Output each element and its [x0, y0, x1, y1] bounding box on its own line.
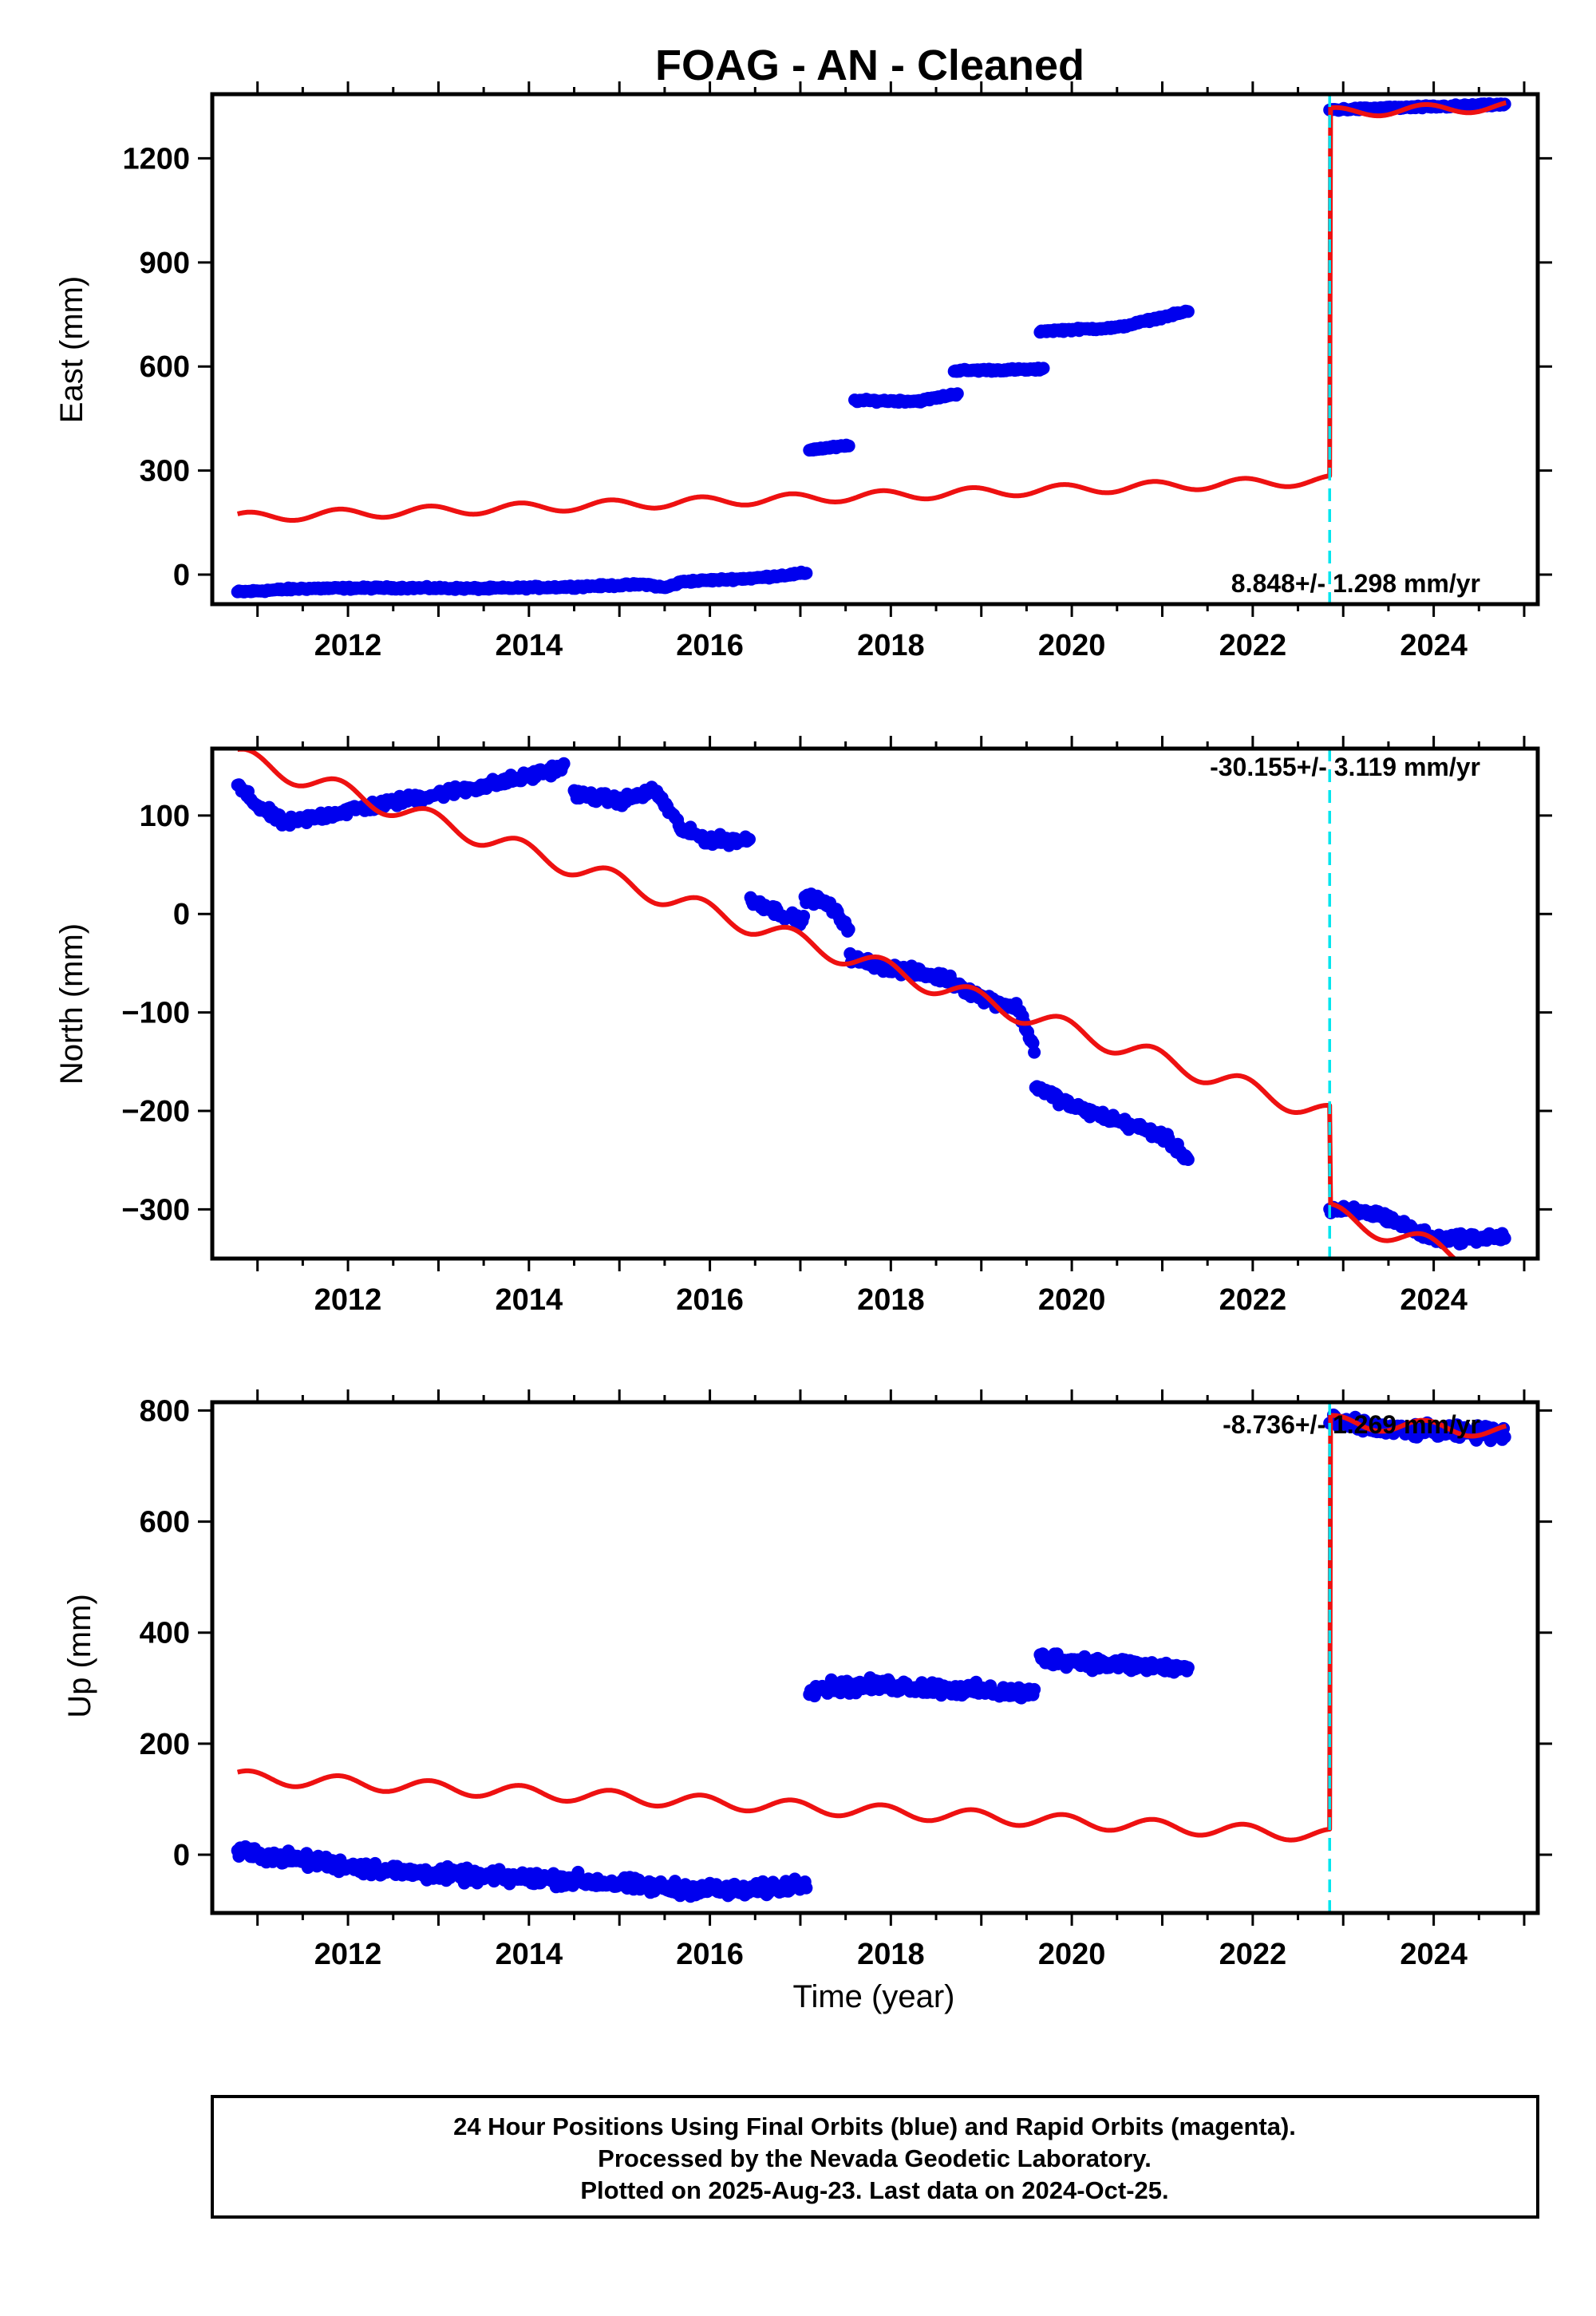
- east-model-line: [235, 100, 1508, 523]
- east-x-tick-label: 2020: [1038, 629, 1106, 662]
- up-model-line: [235, 1413, 1508, 1843]
- north-y-tick-label: −300: [121, 1193, 190, 1227]
- east-y-tick-label: 600: [140, 350, 190, 384]
- north-y-axis-label: North (mm): [54, 923, 89, 1085]
- up-final-point: [1498, 1430, 1511, 1444]
- up-final-point: [1028, 1682, 1041, 1696]
- east-x-tick-label: 2018: [857, 629, 925, 662]
- north-final-segment: [798, 887, 855, 938]
- up-y-tick-label: 0: [173, 1839, 190, 1872]
- up-y-axis-label: Up (mm): [62, 1594, 97, 1718]
- east-y-tick-label: 0: [173, 559, 190, 592]
- north-final-point: [797, 910, 811, 923]
- north-y-tick-label: 100: [140, 800, 190, 833]
- east-final-point: [950, 387, 964, 401]
- north-final-point: [842, 923, 855, 936]
- up-x-tick-label: 2024: [1400, 1938, 1468, 1971]
- east-y-axis-label: East (mm): [54, 276, 89, 423]
- up-y-tick-label: 400: [140, 1617, 190, 1650]
- panel-east: 2012 2014 2016 2018 2020 2022 2024 0 300 600 900 12…: [54, 81, 1552, 662]
- up-final-segment: [1033, 1647, 1195, 1679]
- north-y-tick-label: −100: [121, 997, 190, 1030]
- east-plot-frame: [210, 92, 1540, 607]
- east-rate-label: 8.848+/- 1.298 mm/yr: [1231, 569, 1480, 598]
- east-x-tick-label: 2014: [496, 629, 563, 662]
- up-final-segment: [803, 1671, 1041, 1705]
- east-y-tick-label: 300: [140, 455, 190, 488]
- north-final-point: [1498, 1231, 1511, 1245]
- north-final-point: [1028, 1045, 1041, 1059]
- east-final-segment: [1033, 304, 1195, 339]
- north-final-segment: [231, 757, 571, 832]
- north-y-tick-label: 0: [173, 898, 190, 931]
- up-x-tick-label: 2014: [496, 1938, 563, 1971]
- north-final-segment: [843, 947, 1041, 1059]
- north-final-segment: [1323, 1199, 1511, 1251]
- up-x-tick-label: 2022: [1219, 1938, 1287, 1971]
- panel-up: 2012 2014 2016 2018 2020 2022 2024 0 200 400 600 80…: [62, 1389, 1552, 2014]
- north-x-tick-label: 2014: [496, 1283, 563, 1317]
- east-x-tick-label: 2012: [314, 629, 382, 662]
- up-x-tick-label: 2020: [1038, 1938, 1106, 1971]
- up-final-point: [800, 1881, 813, 1895]
- north-plot-area: 2012 2014 2016 2018 2020 2022 2024 −300 −200 −100…: [121, 736, 1552, 1317]
- chart-title: FOAG - AN - Cleaned: [655, 41, 1084, 89]
- footer-line-1: 24 Hour Positions Using Final Orbits (bl…: [453, 2112, 1296, 2140]
- north-final-segment: [567, 781, 756, 852]
- north-final-point: [557, 757, 571, 770]
- east-x-tick-label: 2024: [1400, 629, 1468, 662]
- north-model-line: [235, 749, 1458, 1259]
- east-final-point: [1037, 362, 1050, 375]
- x-axis-label: Time (year): [793, 1979, 955, 2014]
- up-x-tick-label: 2012: [314, 1938, 382, 1971]
- east-x-tick-label: 2016: [676, 629, 744, 662]
- north-x-tick-label: 2020: [1038, 1283, 1106, 1317]
- footer-frame: [211, 2095, 1539, 2219]
- north-x-tick-label: 2012: [314, 1283, 382, 1317]
- footer-box: 24 Hour Positions Using Final Orbits (bl…: [211, 2095, 1539, 2219]
- east-y-tick-label: 1200: [122, 142, 190, 176]
- east-final-point: [1181, 305, 1195, 318]
- east-final-segment: [803, 438, 855, 457]
- north-x-tick-label: 2024: [1400, 1283, 1468, 1317]
- panel-north: 2012 2014 2016 2018 2020 2022 2024 −300 −200 −100…: [54, 736, 1552, 1317]
- east-x-tick-label: 2022: [1219, 629, 1287, 662]
- up-plot-frame: [210, 1400, 1540, 1915]
- north-x-tick-label: 2018: [857, 1283, 925, 1317]
- up-plot-area: 2012 2014 2016 2018 2020 2022 2024 0 200 400 600 80…: [140, 1389, 1552, 1971]
- footer-line-3: Plotted on 2025-Aug-23. Last data on 202…: [580, 2176, 1168, 2204]
- up-final-segment: [231, 1840, 813, 1903]
- north-plot-frame: [210, 746, 1540, 1261]
- north-x-tick-label: 2016: [676, 1283, 744, 1317]
- footer-line-2: Processed by the Nevada Geodetic Laborat…: [598, 2144, 1152, 2172]
- east-final-point: [800, 567, 813, 580]
- north-final-segment: [1029, 1080, 1195, 1166]
- north-rate-label: -30.155+/- 3.119 mm/yr: [1210, 753, 1480, 781]
- up-y-tick-label: 600: [140, 1506, 190, 1539]
- north-x-tick-label: 2022: [1219, 1283, 1287, 1317]
- up-y-tick-label: 200: [140, 1728, 190, 1761]
- up-x-tick-label: 2018: [857, 1938, 925, 1971]
- up-final-point: [1181, 1661, 1195, 1674]
- north-final-point: [743, 832, 756, 846]
- north-y-tick-label: −200: [121, 1095, 190, 1128]
- up-rate-label: -8.736+/- 1.269 mm/yr: [1223, 1410, 1480, 1439]
- east-final-segment: [947, 362, 1050, 378]
- up-x-tick-label: 2016: [676, 1938, 744, 1971]
- north-final-point: [1181, 1153, 1195, 1166]
- up-y-tick-label: 800: [140, 1394, 190, 1428]
- east-final-point: [842, 439, 855, 453]
- east-y-tick-label: 900: [140, 247, 190, 280]
- east-plot-area: 2012 2014 2016 2018 2020 2022 2024 0 300 600 900 12…: [122, 81, 1552, 662]
- east-final-segment: [231, 565, 813, 599]
- east-final-segment: [848, 387, 964, 409]
- north-final-segment: [744, 891, 811, 931]
